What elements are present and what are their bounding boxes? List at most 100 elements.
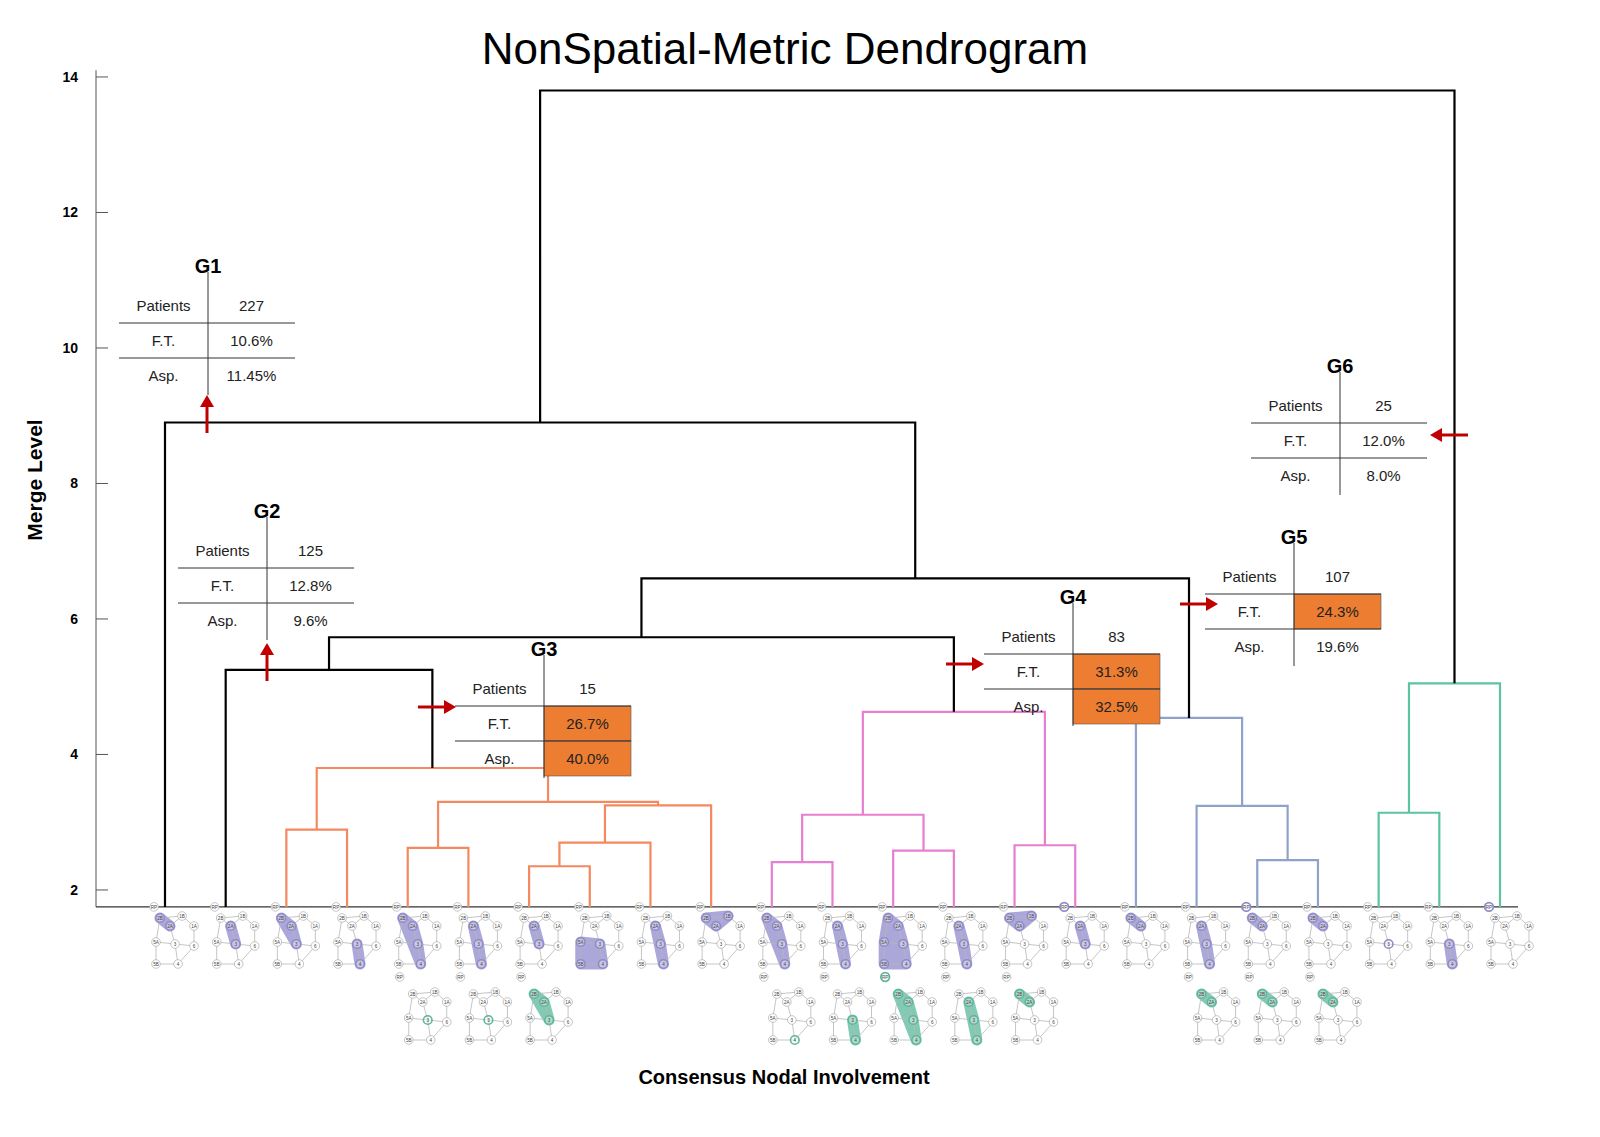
y-tick	[96, 889, 108, 890]
glyph-node	[491, 988, 500, 997]
glyph-node	[1193, 1014, 1202, 1023]
glyph-node-label: 2A	[1259, 924, 1266, 929]
glyph-node	[171, 940, 180, 949]
glyph-node	[783, 998, 792, 1007]
glyph-node-label: 5A	[1306, 940, 1313, 945]
glyph-node	[941, 938, 950, 947]
glyph-node	[311, 922, 320, 931]
glyph-node	[951, 1014, 960, 1023]
glyph-node-label: RP	[1425, 905, 1431, 910]
glyph-node-label: 4	[915, 1038, 918, 1043]
glyph-node	[894, 922, 903, 931]
glyph-node	[1209, 912, 1218, 921]
glyph-node-label: 2A	[592, 924, 599, 929]
glyph-node	[459, 914, 468, 923]
glyph-node	[967, 912, 976, 921]
glyph-node	[890, 1036, 899, 1045]
row-label: Patients	[1268, 397, 1322, 414]
glyph-node	[724, 912, 733, 921]
glyph-node	[487, 1036, 496, 1045]
glyph-node-label: 2A	[956, 924, 963, 929]
glyph-node	[881, 973, 890, 982]
glyph-node	[1137, 922, 1146, 931]
leaves: 2B1B2A1A5A365B4RP2B1B2A1A5A365B4RP2B1B2A…	[150, 903, 1534, 1045]
glyph-node	[795, 988, 804, 997]
glyph-node-label: 6	[992, 1020, 995, 1025]
glyph-node-label: 1B	[493, 990, 499, 995]
glyph-node	[1430, 914, 1439, 923]
glyph-node-label: 5B	[699, 962, 705, 967]
glyph-node-label: 2A	[228, 924, 235, 929]
merge-link	[286, 830, 347, 907]
glyph-node-label: 5A	[1245, 940, 1252, 945]
glyph-node-label: 5A	[1195, 1016, 1202, 1021]
glyph-node	[736, 922, 745, 931]
merge-link	[329, 637, 954, 712]
glyph-node	[514, 903, 523, 912]
glyph-node-label: RP	[1182, 905, 1188, 910]
glyph-node-label: 1A	[313, 924, 320, 929]
glyph-node-label: 2B	[1492, 916, 1498, 921]
glyph-node-label: 3	[781, 942, 784, 947]
y-tick-label: 8	[70, 475, 78, 491]
glyph-node-label: 4	[794, 1038, 797, 1043]
y-tick	[96, 76, 108, 77]
nodal-glyph: 2B1B2A1A5A365B4RP	[392, 903, 441, 969]
glyph-node-label: 5B	[1245, 962, 1251, 967]
glyph-node-label: 2A	[845, 1000, 852, 1005]
y-tick-label: 10	[62, 340, 78, 356]
glyph-node-label: RP	[1243, 905, 1249, 910]
glyph-node	[394, 960, 403, 969]
highlight-cell	[544, 741, 631, 776]
glyph-node-label: 5A	[1316, 1016, 1323, 1021]
glyph-node	[833, 990, 842, 999]
glyph-node	[576, 960, 585, 969]
glyph-node-label: 3	[426, 1018, 429, 1023]
glyph-node-label: 1B	[968, 914, 974, 919]
glyph-node-label: RP	[211, 905, 217, 910]
glyph-node-label: 5A	[517, 940, 524, 945]
glyph-node-label: 1A	[1293, 1000, 1300, 1005]
glyph-node	[1506, 940, 1515, 949]
glyph-node	[1273, 1016, 1282, 1025]
glyph-node-label: RP	[821, 975, 827, 980]
glyph-node-label: 1B	[432, 990, 438, 995]
glyph-node	[479, 998, 488, 1007]
merge-link	[438, 802, 658, 848]
glyph-node-label: 5B	[335, 962, 341, 967]
glyph-node-label: 2B	[400, 916, 406, 921]
glyph-node	[763, 914, 772, 923]
glyph-node	[1464, 942, 1473, 951]
glyph-node-label: 5B	[527, 1038, 533, 1043]
glyph-node	[867, 1018, 876, 1027]
table-rule	[984, 654, 1160, 655]
y-tick	[96, 754, 108, 755]
glyph-node-label: 3	[295, 942, 298, 947]
glyph-node	[455, 938, 464, 947]
glyph-node	[1303, 903, 1312, 912]
glyph-node-label: 3	[1448, 942, 1451, 947]
glyph-node	[1219, 988, 1228, 997]
glyph-node-label: 5A	[952, 1016, 959, 1021]
glyph-node-label: 3	[538, 942, 541, 947]
glyph-node	[973, 1036, 982, 1045]
glyph-node	[637, 960, 646, 969]
glyph-node	[1440, 922, 1449, 931]
glyph-node	[1266, 960, 1275, 969]
glyph-node	[465, 1014, 474, 1023]
glyph-node-label: 1A	[555, 924, 562, 929]
glyph-node	[641, 914, 650, 923]
glyph-node-label: 5A	[1003, 940, 1010, 945]
glyph-node-label: 1A	[252, 924, 259, 929]
glyph-node	[408, 922, 417, 931]
glyph-node	[838, 940, 847, 949]
glyph-node	[174, 960, 183, 969]
glyph-node-label: 6	[506, 1020, 509, 1025]
glyph-node-label: 2B	[1371, 916, 1377, 921]
glyph-node	[857, 922, 866, 931]
glyph-node	[1066, 914, 1075, 923]
nodal-glyph: 2B1B2A1A5A365B4RP	[881, 973, 937, 1045]
y-tick	[96, 212, 108, 213]
glyph-node	[1049, 998, 1058, 1007]
glyph-node	[1231, 1018, 1240, 1027]
